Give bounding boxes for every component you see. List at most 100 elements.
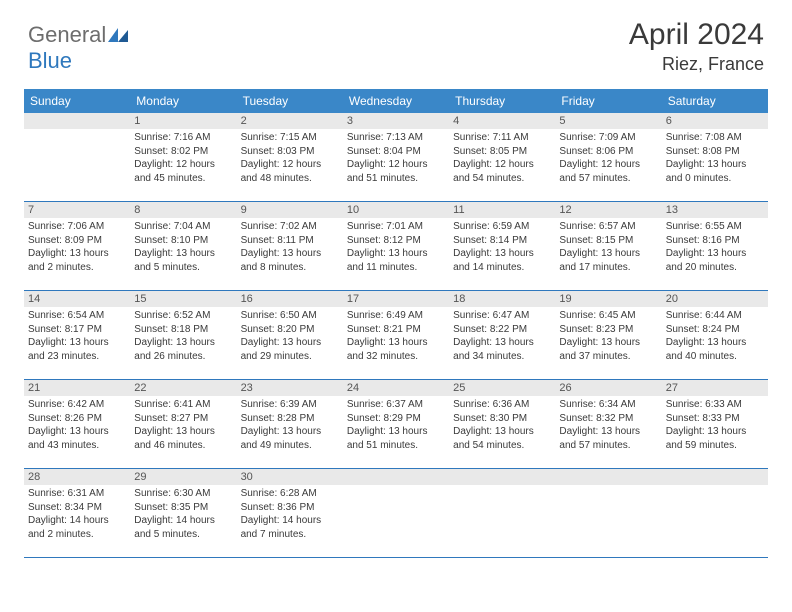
- sunset-value: Sunset: 8:35 PM: [134, 501, 232, 515]
- calendar-day: 27Sunrise: 6:33 AMSunset: 8:33 PMDayligh…: [662, 380, 768, 468]
- sunrise-value: Sunrise: 6:49 AM: [347, 309, 445, 323]
- sunrise-value: Sunrise: 6:47 AM: [453, 309, 551, 323]
- calendar-day: 8Sunrise: 7:04 AMSunset: 8:10 PMDaylight…: [130, 202, 236, 290]
- calendar-day: 10Sunrise: 7:01 AMSunset: 8:12 PMDayligh…: [343, 202, 449, 290]
- calendar-day: 9Sunrise: 7:02 AMSunset: 8:11 PMDaylight…: [237, 202, 343, 290]
- day-details: Sunrise: 6:36 AMSunset: 8:30 PMDaylight:…: [449, 396, 555, 456]
- daylight-value: Daylight: 13 hours and 17 minutes.: [559, 247, 657, 274]
- day-details: Sunrise: 7:06 AMSunset: 8:09 PMDaylight:…: [24, 218, 130, 278]
- calendar-day: 5Sunrise: 7:09 AMSunset: 8:06 PMDaylight…: [555, 113, 661, 201]
- day-details: Sunrise: 6:49 AMSunset: 8:21 PMDaylight:…: [343, 307, 449, 367]
- sunset-value: Sunset: 8:04 PM: [347, 145, 445, 159]
- sunrise-value: Sunrise: 6:37 AM: [347, 398, 445, 412]
- sunset-value: Sunset: 8:17 PM: [28, 323, 126, 337]
- calendar-day: 12Sunrise: 6:57 AMSunset: 8:15 PMDayligh…: [555, 202, 661, 290]
- sunset-value: Sunset: 8:27 PM: [134, 412, 232, 426]
- daylight-value: Daylight: 12 hours and 48 minutes.: [241, 158, 339, 185]
- day-number: 24: [343, 380, 449, 396]
- logo: General Blue: [28, 22, 130, 74]
- daylight-value: Daylight: 13 hours and 29 minutes.: [241, 336, 339, 363]
- daylight-value: Daylight: 13 hours and 34 minutes.: [453, 336, 551, 363]
- sunset-value: Sunset: 8:14 PM: [453, 234, 551, 248]
- daylight-value: Daylight: 13 hours and 57 minutes.: [559, 425, 657, 452]
- sunset-value: Sunset: 8:32 PM: [559, 412, 657, 426]
- sunrise-value: Sunrise: 7:08 AM: [666, 131, 764, 145]
- calendar-day: 7Sunrise: 7:06 AMSunset: 8:09 PMDaylight…: [24, 202, 130, 290]
- weekday-header: SundayMondayTuesdayWednesdayThursdayFrid…: [24, 89, 768, 113]
- calendar-day: 22Sunrise: 6:41 AMSunset: 8:27 PMDayligh…: [130, 380, 236, 468]
- day-details: Sunrise: 6:33 AMSunset: 8:33 PMDaylight:…: [662, 396, 768, 456]
- sunset-value: Sunset: 8:05 PM: [453, 145, 551, 159]
- sunrise-value: Sunrise: 7:09 AM: [559, 131, 657, 145]
- calendar-day: 25Sunrise: 6:36 AMSunset: 8:30 PMDayligh…: [449, 380, 555, 468]
- day-details: Sunrise: 6:39 AMSunset: 8:28 PMDaylight:…: [237, 396, 343, 456]
- sunset-value: Sunset: 8:24 PM: [666, 323, 764, 337]
- day-number: 30: [237, 469, 343, 485]
- sunrise-value: Sunrise: 6:57 AM: [559, 220, 657, 234]
- day-details: Sunrise: 6:47 AMSunset: 8:22 PMDaylight:…: [449, 307, 555, 367]
- daylight-value: Daylight: 13 hours and 0 minutes.: [666, 158, 764, 185]
- day-number: 3: [343, 113, 449, 129]
- calendar-day: 2Sunrise: 7:15 AMSunset: 8:03 PMDaylight…: [237, 113, 343, 201]
- day-details: Sunrise: 6:37 AMSunset: 8:29 PMDaylight:…: [343, 396, 449, 456]
- calendar-day: 14 Sunrise: 6:54 AMSunset: 8:17 PMDayligh…: [24, 291, 130, 379]
- day-number: 7: [24, 202, 130, 218]
- day-number: 14: [24, 291, 130, 307]
- day-number: [555, 469, 661, 485]
- logo-text: General Blue: [28, 22, 130, 74]
- day-number: 6: [662, 113, 768, 129]
- page-title: April 2024: [629, 18, 764, 52]
- day-number: 27: [662, 380, 768, 396]
- day-details: Sunrise: 6:45 AMSunset: 8:23 PMDaylight:…: [555, 307, 661, 367]
- calendar-day: 23Sunrise: 6:39 AMSunset: 8:28 PMDayligh…: [237, 380, 343, 468]
- day-details: Sunrise: 6:57 AMSunset: 8:15 PMDaylight:…: [555, 218, 661, 278]
- daylight-value: Daylight: 13 hours and 20 minutes.: [666, 247, 764, 274]
- calendar-day: 11Sunrise: 6:59 AMSunset: 8:14 PMDayligh…: [449, 202, 555, 290]
- calendar-week: 28Sunrise: 6:31 AMSunset: 8:34 PMDayligh…: [24, 469, 768, 558]
- calendar-day: 19Sunrise: 6:45 AMSunset: 8:23 PMDayligh…: [555, 291, 661, 379]
- daylight-value: Daylight: 13 hours and 32 minutes.: [347, 336, 445, 363]
- day-number: 25: [449, 380, 555, 396]
- calendar-day: 21Sunrise: 6:42 AMSunset: 8:26 PMDayligh…: [24, 380, 130, 468]
- calendar-day: [449, 469, 555, 557]
- day-details: Sunrise: 7:08 AMSunset: 8:08 PMDaylight:…: [662, 129, 768, 189]
- day-details: Sunrise: 6:52 AMSunset: 8:18 PMDaylight:…: [130, 307, 236, 367]
- day-number: [343, 469, 449, 485]
- day-details: Sunrise: 7:11 AMSunset: 8:05 PMDaylight:…: [449, 129, 555, 189]
- daylight-value: Daylight: 13 hours and 8 minutes.: [241, 247, 339, 274]
- daylight-value: Daylight: 13 hours and 49 minutes.: [241, 425, 339, 452]
- calendar-day: 20Sunrise: 6:44 AMSunset: 8:24 PMDayligh…: [662, 291, 768, 379]
- calendar-day: [343, 469, 449, 557]
- header: General Blue April 2024 Riez, France: [0, 0, 792, 83]
- sunrise-value: Sunrise: 6:30 AM: [134, 487, 232, 501]
- daylight-value: Daylight: 13 hours and 23 minutes.: [28, 336, 126, 363]
- sunset-value: Sunset: 8:33 PM: [666, 412, 764, 426]
- daylight-value: Daylight: 14 hours and 5 minutes.: [134, 514, 232, 541]
- day-number: 16: [237, 291, 343, 307]
- daylight-value: Daylight: 13 hours and 14 minutes.: [453, 247, 551, 274]
- day-details: Sunrise: 6:31 AMSunset: 8:34 PMDaylight:…: [24, 485, 130, 545]
- sunset-value: Sunset: 8:23 PM: [559, 323, 657, 337]
- day-number: 10: [343, 202, 449, 218]
- calendar-week: 7Sunrise: 7:06 AMSunset: 8:09 PMDaylight…: [24, 202, 768, 291]
- daylight-value: Daylight: 12 hours and 51 minutes.: [347, 158, 445, 185]
- weekday-label: Friday: [555, 89, 661, 113]
- weekday-label: Wednesday: [343, 89, 449, 113]
- calendar-day: 28Sunrise: 6:31 AMSunset: 8:34 PMDayligh…: [24, 469, 130, 557]
- logo-word-blue: Blue: [28, 48, 72, 73]
- sunrise-value: Sunrise: 6:54 AM: [28, 309, 126, 323]
- day-number: [662, 469, 768, 485]
- daylight-value: Daylight: 13 hours and 43 minutes.: [28, 425, 126, 452]
- logo-word-general: General: [28, 22, 106, 47]
- calendar-day: 6Sunrise: 7:08 AMSunset: 8:08 PMDaylight…: [662, 113, 768, 201]
- daylight-value: Daylight: 13 hours and 59 minutes.: [666, 425, 764, 452]
- day-number: 22: [130, 380, 236, 396]
- daylight-value: Daylight: 13 hours and 51 minutes.: [347, 425, 445, 452]
- day-number: 8: [130, 202, 236, 218]
- sunrise-value: Sunrise: 6:31 AM: [28, 487, 126, 501]
- title-block: April 2024 Riez, France: [629, 18, 764, 75]
- sunset-value: Sunset: 8:21 PM: [347, 323, 445, 337]
- sunrise-value: Sunrise: 7:06 AM: [28, 220, 126, 234]
- sunrise-value: Sunrise: 6:45 AM: [559, 309, 657, 323]
- day-details: Sunrise: 7:09 AMSunset: 8:06 PMDaylight:…: [555, 129, 661, 189]
